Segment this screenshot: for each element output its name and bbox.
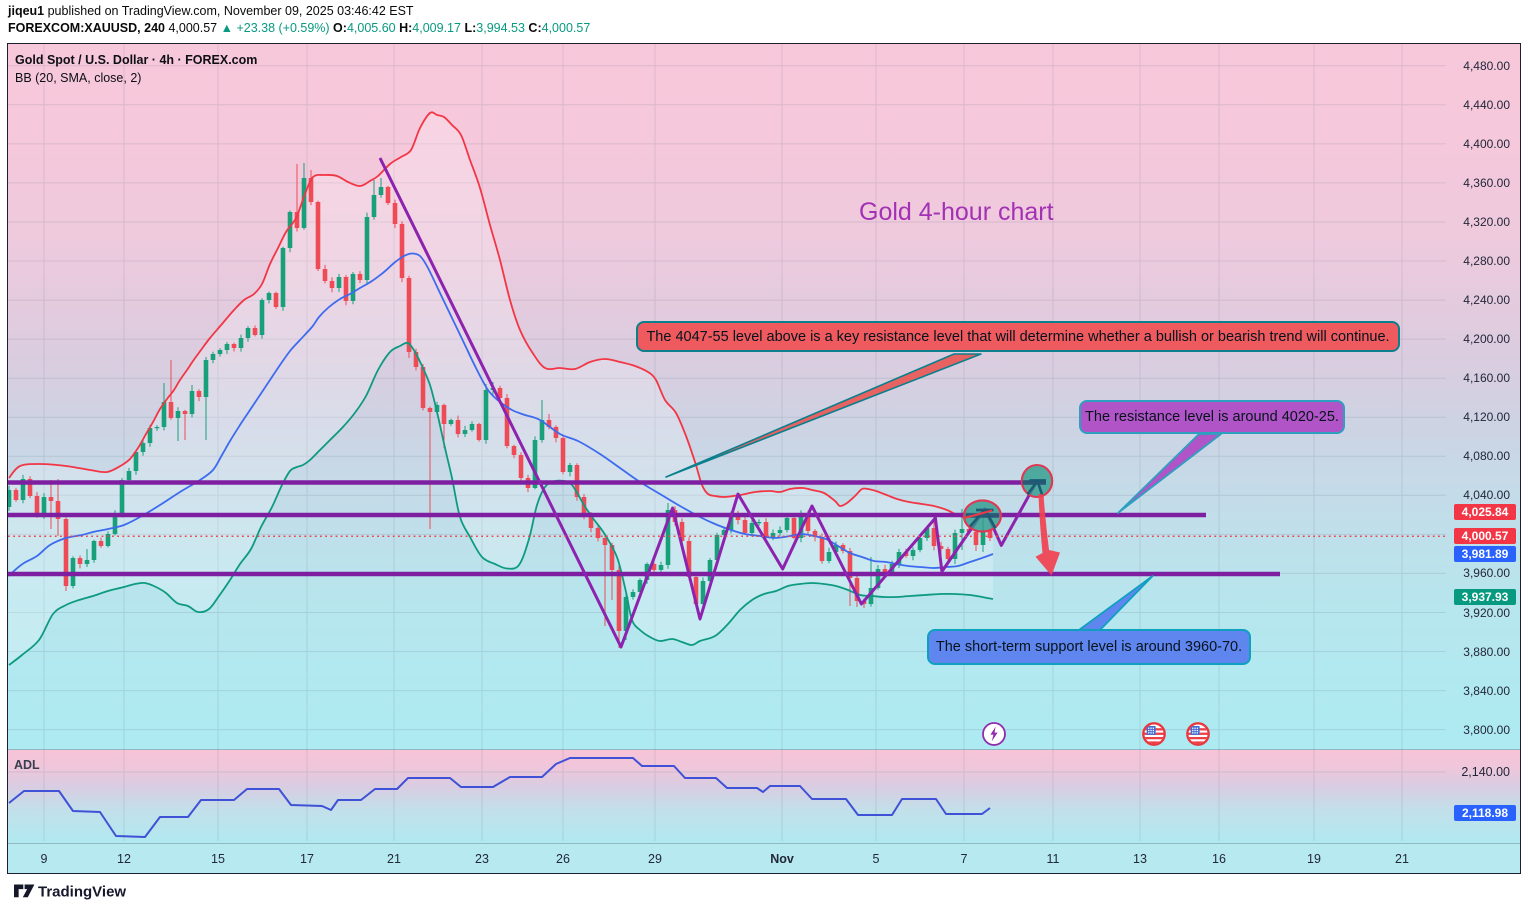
svg-text:TradingView: TradingView bbox=[38, 884, 126, 901]
